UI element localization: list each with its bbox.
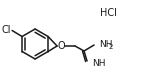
Text: Cl: Cl	[1, 24, 11, 34]
Text: 2: 2	[108, 44, 112, 50]
Text: NH: NH	[99, 40, 113, 48]
Text: NH: NH	[92, 59, 105, 69]
Text: O: O	[57, 41, 65, 51]
Text: HCl: HCl	[100, 8, 116, 18]
